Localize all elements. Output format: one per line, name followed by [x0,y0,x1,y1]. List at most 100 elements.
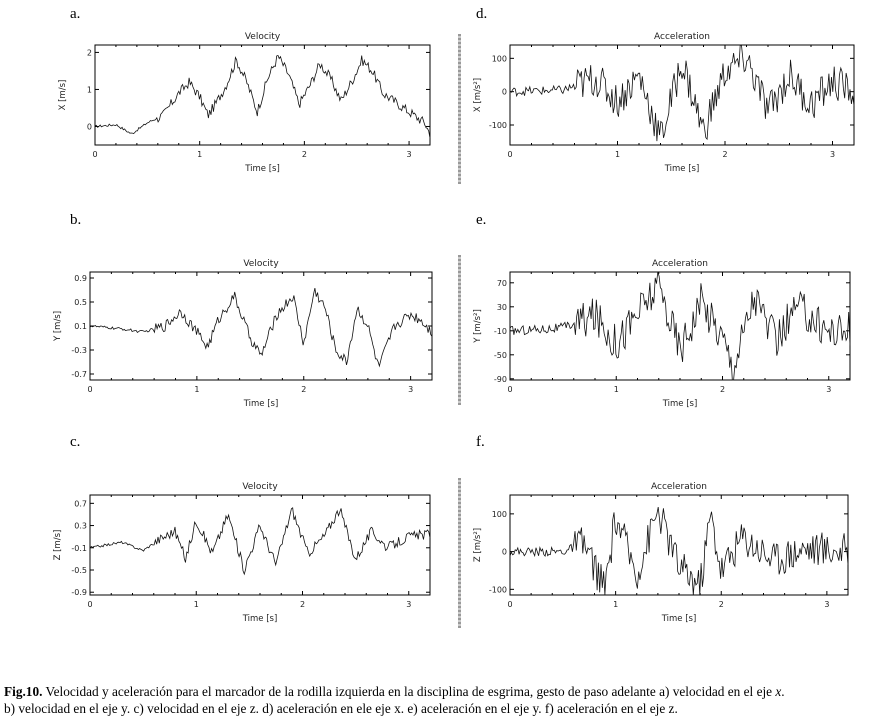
y-tick-label: 0.1 [74,322,87,331]
figure-caption: Fig.10. Velocidad y aceleración para el … [4,683,892,717]
x-tick-label: 2 [722,150,727,159]
chart-title: Acceleration [654,32,710,42]
x-tick-label: 0 [92,150,97,159]
plot-frame [509,271,851,381]
chart-title: Velocity [245,32,281,42]
panel-f: f. Acceleration 0 1 2 3 100 0 -100 Time [s] Z [m/… [470,430,870,630]
x-tick-label: 3 [408,385,413,394]
x-axis-label: Time [s] [242,614,278,624]
panel-letter-c: c. [70,434,81,450]
y-tick-label: 0 [502,548,507,557]
chart-velocity-z: Velocity 0 1 2 3 0.7 0.3 -0.1 -0.5 -0.9 Time [s] Z … [53,482,431,624]
y-tick-label: 100 [492,510,507,519]
x-tick-label: 2 [302,150,307,159]
plot-frame [94,44,431,146]
y-tick-label: -0.5 [71,566,87,575]
panel-letter-b: b. [70,212,82,228]
x-tick-label: 0 [87,600,92,609]
y-axis-label: Y [m/s²] [473,309,483,344]
y-tick-label: 0.5 [74,298,87,307]
caption-line2: b) velocidad en el eje y. c) velocidad e… [4,701,678,716]
y-tick-label: -90 [494,375,507,384]
chart-title: Velocity [243,259,279,269]
series-line [89,507,431,576]
x-tick-label: 0 [507,385,512,394]
panel-letter-f: f. [476,434,485,450]
panel-d: d. Acceleration 0 1 2 3 100 0 -100 Time [s] X [m/… [470,0,870,190]
panel-e: e. Acceleration 0 1 2 3 70 30 -10 -50 -90 Time [s]… [470,210,870,410]
y-tick-label: 0.7 [74,499,87,508]
y-tick-label: -0.9 [71,588,87,597]
panel-b: b. Velocity 0 1 2 3 0.9 0.5 0.1 -0.3 -0.7 Time [s]… [40,210,440,410]
y-tick-label: 2 [87,48,92,57]
x-axis-label: Time [s] [244,164,280,174]
plot-frame [509,494,849,596]
x-axis-label: Time [s] [662,399,698,409]
chart-title: Acceleration [651,482,707,492]
x-tick-label: 2 [301,385,306,394]
x-tick-label: 1 [615,150,620,159]
plot-frame [509,44,855,146]
y-tick-label: -0.1 [71,544,87,553]
chart-velocity-x: Velocity 0 1 2 3 0 1 2 Time [s] X [m/s] [58,32,431,174]
x-axis-label: Time [s] [243,399,279,409]
y-tick-label: -10 [494,327,507,336]
series-line [89,288,433,368]
y-tick-label: -0.3 [71,346,87,355]
plot-frame [89,494,431,596]
caption-line1-end: . [781,684,785,699]
x-tick-label: 1 [194,600,199,609]
x-tick-label: 3 [830,150,835,159]
y-tick-label: 0.3 [74,522,87,531]
x-tick-label: 0 [507,600,512,609]
x-tick-label: 1 [613,600,618,609]
caption-line1: Velocidad y aceleración para el marcador… [42,684,776,699]
y-tick-label: -100 [489,121,507,130]
y-tick-label: 70 [497,279,507,288]
panel-c: c. Velocity 0 1 2 3 0.7 0.3 -0.1 -0.5 -0.9 Time [s… [40,430,440,630]
y-tick-label: -50 [494,351,507,360]
y-tick-label: 0 [502,88,507,97]
x-axis-label: Time [s] [664,164,700,174]
chart-velocity-y: Velocity 0 1 2 3 0.9 0.5 0.1 -0.3 -0.7 Time [s] Y [… [53,259,433,409]
x-tick-label: 0 [87,385,92,394]
y-tick-label: 0 [87,122,92,131]
x-tick-label: 1 [194,385,199,394]
y-tick-label: 100 [492,54,507,63]
x-tick-label: 3 [407,150,412,159]
x-tick-label: 1 [614,385,619,394]
x-tick-label: 2 [719,600,724,609]
x-tick-label: 2 [300,600,305,609]
x-tick-label: 3 [406,600,411,609]
y-axis-label: Y [m/s] [53,311,63,342]
separator-bottom [458,478,461,628]
x-axis-label: Time [s] [661,614,697,624]
y-tick-label: -0.7 [71,370,87,379]
caption-line1-axis: x [775,684,782,699]
y-axis-label: X [m/s] [58,80,68,111]
plot-frame [89,271,433,381]
y-axis-label: Z [m/s] [53,530,63,561]
y-tick-label: -100 [489,585,507,594]
separator-middle [458,255,461,405]
chart-acceleration-x: Acceleration 0 1 2 3 100 0 -100 Time [s] X [m/s²] [473,32,855,174]
x-tick-label: 3 [824,600,829,609]
y-axis-label: X [m/s²] [473,78,483,112]
separator-top [458,34,461,184]
x-tick-label: 1 [197,150,202,159]
panel-a: a. Velocity 0 1 2 3 0 1 2 Time [s] X [m/s] [40,0,440,190]
series-line [509,44,855,142]
y-tick-label: 30 [497,303,507,312]
panel-letter-e: e. [476,212,487,228]
chart-title: Acceleration [652,259,708,269]
chart-acceleration-y: Acceleration 0 1 2 3 70 30 -10 -50 -90 Time [s] Y [… [473,259,851,409]
caption-label: Fig.10. [4,684,43,699]
panel-letter-d: d. [476,6,488,22]
chart-title: Velocity [242,482,278,492]
y-axis-label: Z [m/s²] [473,528,483,562]
series-line [509,507,849,596]
y-tick-label: 1 [87,85,92,94]
x-tick-label: 3 [826,385,831,394]
x-tick-label: 2 [720,385,725,394]
series-line [94,55,431,139]
